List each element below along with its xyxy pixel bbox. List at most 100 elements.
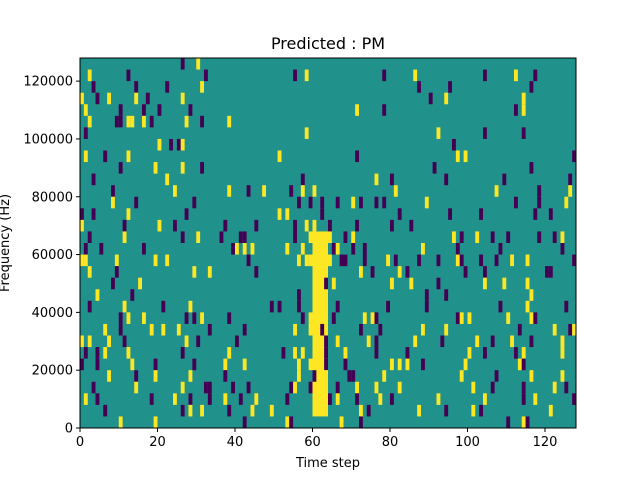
heatmap-cell <box>95 393 100 405</box>
heatmap-cell <box>548 266 553 278</box>
heatmap-cell <box>111 185 115 197</box>
heatmap-cell <box>521 358 526 371</box>
heatmap-cell <box>207 323 212 336</box>
heatmap-cell <box>475 335 480 348</box>
heatmap-cell <box>200 162 204 174</box>
heatmap-cell <box>424 196 429 209</box>
heatmap-cell <box>564 381 569 394</box>
heatmap-cell <box>83 393 88 405</box>
heatmap-cell <box>359 404 363 417</box>
heatmap-cell <box>390 393 394 405</box>
heatmap-cell <box>552 381 557 394</box>
heatmap-cell <box>254 266 259 278</box>
heatmap-cell <box>297 370 301 382</box>
heatmap-cell <box>355 150 359 163</box>
heatmap-cell <box>153 162 158 174</box>
heatmap-cell <box>103 347 108 359</box>
heatmap-cell <box>560 347 565 359</box>
heatmap-cell <box>328 254 332 267</box>
heatmap-cell <box>370 266 375 278</box>
heatmap-cell <box>149 393 154 405</box>
heatmap-cell <box>374 335 379 348</box>
heatmap-cell <box>227 347 232 359</box>
heatmap-cell <box>95 289 100 301</box>
heatmap-cell <box>118 416 123 428</box>
plot-frame <box>79 57 577 429</box>
heatmap-cell <box>293 219 297 232</box>
heatmap-cell <box>390 358 394 371</box>
heatmap-cell <box>83 127 88 139</box>
heatmap-cell <box>537 185 542 197</box>
heatmap-cell <box>122 219 127 232</box>
heatmap-cell <box>343 254 348 267</box>
heatmap-cell <box>382 104 387 116</box>
heatmap-cell <box>351 231 356 243</box>
heatmap-cell <box>103 404 108 417</box>
chart-title: Predicted : PM <box>271 34 385 53</box>
heatmap-cell <box>107 370 111 382</box>
heatmap-cell <box>176 323 181 336</box>
x-tick-label: 120 <box>533 435 558 450</box>
heatmap-cell <box>153 254 158 267</box>
heatmap-cell <box>548 208 553 220</box>
heatmap-cell <box>393 185 398 197</box>
heatmap-cell <box>331 243 336 255</box>
heatmap-cell <box>188 104 193 116</box>
heatmap-cell <box>269 300 274 313</box>
heatmap-cell <box>355 381 359 394</box>
heatmap-cell <box>293 231 297 243</box>
heatmap-cell <box>382 196 387 209</box>
heatmap-cell <box>343 358 348 371</box>
heatmap-cell <box>130 358 135 371</box>
heatmap-cell <box>130 115 135 128</box>
heatmap-cell <box>173 185 177 197</box>
heatmap-cell <box>483 266 487 278</box>
heatmap-cell <box>134 196 139 209</box>
heatmap-cell <box>304 69 309 82</box>
heatmap-cell <box>312 370 317 382</box>
heatmap-cell <box>227 312 232 324</box>
heatmap-cell <box>111 196 115 209</box>
x-tick-label: 40 <box>227 435 244 450</box>
heatmap-cell <box>293 347 297 359</box>
heatmap-cell <box>231 243 235 255</box>
heatmap-cell <box>204 381 208 394</box>
heatmap-cell <box>463 150 468 163</box>
heatmap-cell <box>444 173 449 186</box>
heatmap-cell <box>207 381 212 394</box>
heatmap-cell <box>517 358 522 371</box>
y-tick-label: 20000 <box>32 364 73 379</box>
heatmap-cell <box>126 69 131 82</box>
heatmap-cell <box>572 150 576 163</box>
heatmap-cell <box>382 69 387 82</box>
heatmap-cell <box>564 300 569 313</box>
heatmap-cell <box>192 358 197 371</box>
heatmap-cell <box>99 243 104 255</box>
heatmap-cell <box>91 208 96 220</box>
heatmap-cell <box>103 323 108 336</box>
heatmap-cell <box>525 300 530 313</box>
heatmap-cell <box>196 335 201 348</box>
heatmap-cell <box>494 254 499 267</box>
heatmap-cell <box>548 404 553 417</box>
heatmap-cell <box>436 277 441 290</box>
heatmap-cell <box>297 254 301 267</box>
heatmap-cell <box>331 312 336 324</box>
heatmap-cell <box>417 81 421 93</box>
heatmap-cell <box>370 312 375 324</box>
heatmap-cell <box>386 300 390 313</box>
heatmap-cell <box>374 381 379 394</box>
y-tick-label: 0 <box>65 422 73 437</box>
heatmap-cell <box>374 347 379 359</box>
heatmap-cell <box>297 358 301 371</box>
heatmap-cell <box>374 196 379 209</box>
heatmap-cell <box>149 323 154 336</box>
heatmap-cell <box>467 347 472 359</box>
heatmap-cell <box>103 150 108 163</box>
heatmap-cell <box>339 254 344 267</box>
heatmap-cell <box>529 289 534 301</box>
heatmap-cell <box>537 231 542 243</box>
heatmap-cell <box>165 81 170 93</box>
heatmap-cell <box>246 185 251 197</box>
heatmap-cell <box>390 219 394 232</box>
